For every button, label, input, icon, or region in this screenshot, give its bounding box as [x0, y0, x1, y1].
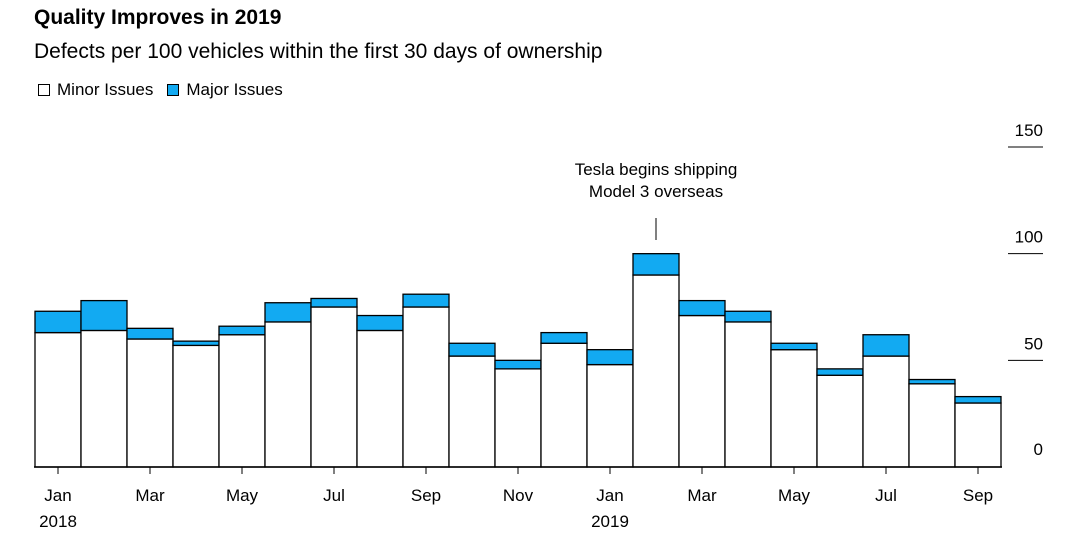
legend-label-minor: Minor Issues [57, 80, 154, 99]
y-tick-label: 0 [1034, 440, 1043, 459]
bar-major [80, 299, 128, 332]
bar-major [908, 378, 956, 385]
bar-minor [494, 368, 542, 468]
legend-label-major: Major Issues [186, 80, 283, 99]
chart-title: Quality Improves in 2019 [34, 6, 282, 29]
bar-major [356, 314, 404, 332]
bar-major [310, 297, 358, 308]
x-tick-label: May [226, 486, 259, 505]
bar-minor [218, 334, 266, 468]
annotation-line-1: Tesla begins shipping [575, 160, 738, 179]
bar-major [494, 359, 542, 370]
bar-minor [80, 329, 128, 468]
x-year-label: 2018 [39, 512, 77, 531]
bar-minor [172, 344, 220, 468]
bar-minor [34, 331, 82, 468]
bar-major [264, 302, 312, 323]
x-year-label: 2019 [591, 512, 629, 531]
legend-item-major: Major Issues [167, 80, 283, 100]
chart-subtitle: Defects per 100 vehicles within the firs… [34, 40, 603, 63]
bar-major [172, 340, 220, 347]
bar-major [126, 327, 174, 340]
x-tick-label: Jan [44, 486, 71, 505]
bar-major [34, 310, 82, 334]
bar-major [218, 325, 266, 336]
bar-minor [908, 383, 956, 468]
bar-major [862, 334, 910, 357]
x-tick-label: May [778, 486, 811, 505]
bar-minor [816, 374, 864, 468]
legend-swatch-major [167, 84, 180, 96]
bar-minor [770, 349, 818, 468]
y-tick-label: 50 [1024, 334, 1043, 353]
bar-major [586, 349, 634, 366]
x-tick-label: Jul [323, 486, 345, 505]
bar-major [770, 342, 818, 351]
legend-item-minor: Minor Issues [38, 80, 153, 100]
bar-minor [264, 321, 312, 468]
x-tick-label: Jan [596, 486, 623, 505]
bar-minor [586, 363, 634, 468]
bar-minor [402, 306, 450, 468]
bar-major [816, 368, 864, 376]
bar-major [402, 293, 450, 308]
bar-minor [540, 342, 588, 468]
bar-major [954, 395, 1002, 404]
legend: Minor Issues Major Issues [38, 80, 297, 100]
bar-minor [954, 402, 1002, 468]
x-tick-label: Mar [135, 486, 165, 505]
x-tick-label: Mar [687, 486, 717, 505]
x-tick-label: Jul [875, 486, 897, 505]
bar-minor [310, 306, 358, 468]
bar-minor [862, 355, 910, 468]
legend-swatch-minor [38, 84, 50, 96]
bar-major [724, 310, 772, 323]
bar-minor [448, 355, 496, 468]
x-tick-label: Sep [411, 486, 441, 505]
bar-minor [126, 338, 174, 468]
bar-minor [724, 321, 772, 468]
bar-major [448, 342, 496, 357]
x-tick-label: Nov [503, 486, 534, 505]
y-tick-label: 100 [1015, 228, 1043, 247]
x-tick-label: Sep [963, 486, 993, 505]
bar-minor [632, 274, 680, 468]
bar-major [632, 253, 680, 276]
bar-minor [356, 329, 404, 468]
bar-major [540, 331, 588, 344]
annotation-line-2: Model 3 overseas [589, 182, 723, 201]
y-tick-label: 150 [1015, 121, 1043, 140]
bar-minor [678, 314, 726, 468]
bar-major [678, 299, 726, 317]
